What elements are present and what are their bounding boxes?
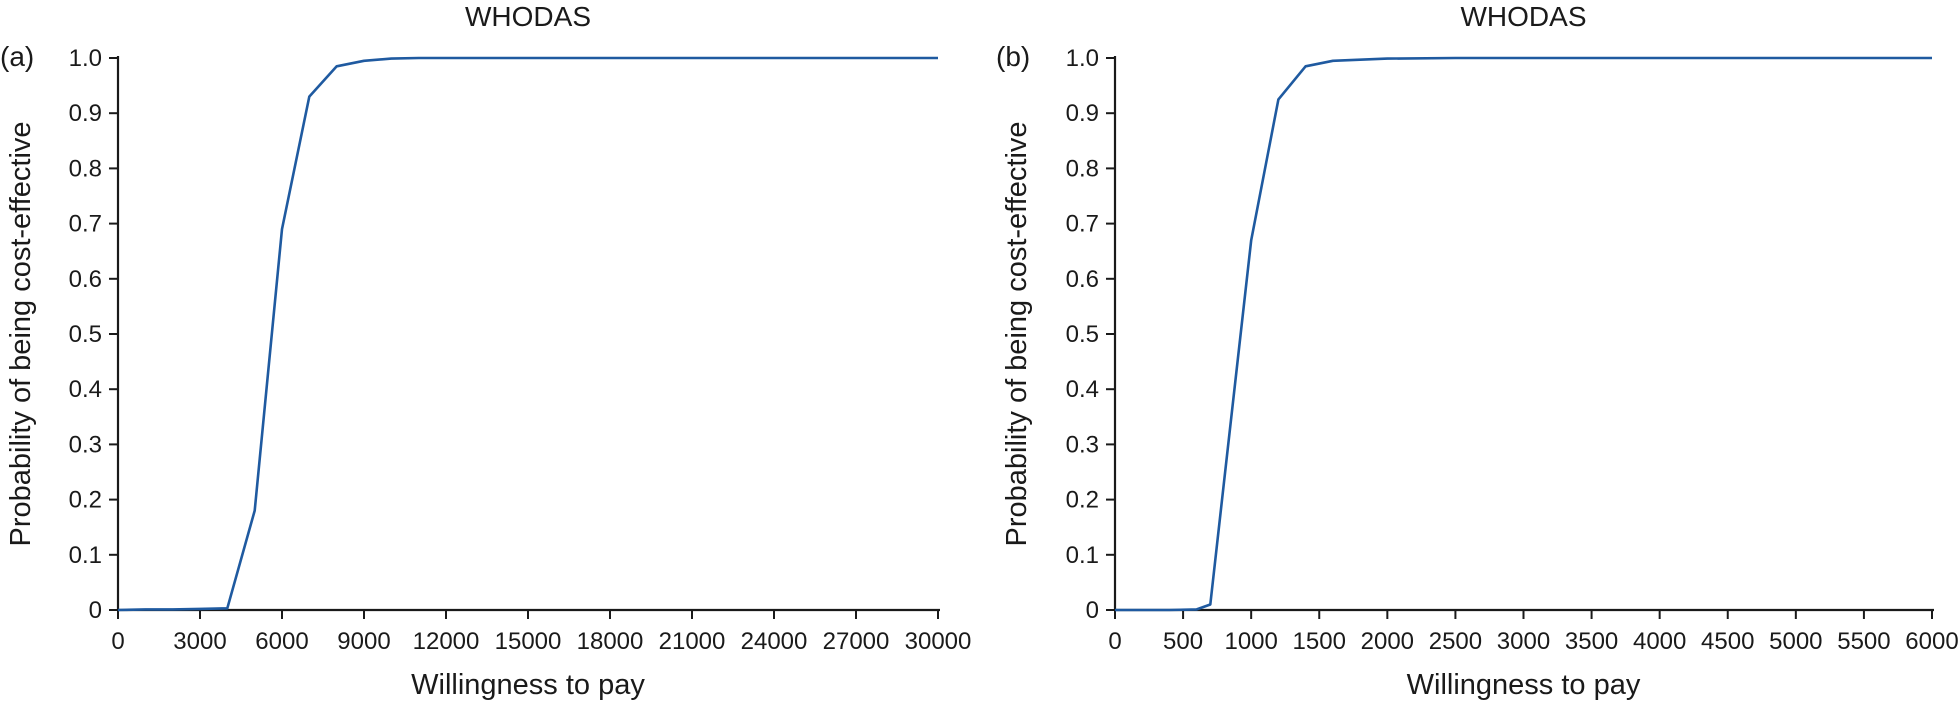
- y-tick-label: 0.3: [69, 431, 102, 458]
- panel-label: (a): [0, 41, 34, 72]
- y-tick-label: 0.9: [69, 100, 102, 127]
- y-tick-label: 0.7: [1066, 211, 1099, 238]
- x-tick-label: 15000: [495, 628, 562, 655]
- y-tick-label: 0.4: [69, 376, 102, 403]
- x-tick-label: 6000: [255, 628, 308, 655]
- y-tick-label: 0.5: [69, 321, 102, 348]
- y-tick-label: 1.0: [69, 45, 102, 72]
- x-tick-label: 0: [111, 628, 124, 655]
- y-tick-label: 0.3: [1066, 431, 1099, 458]
- x-tick-label: 5500: [1837, 628, 1890, 655]
- chart-title: WHODAS: [1461, 1, 1587, 32]
- panel-label: (b): [996, 41, 1030, 72]
- x-tick-label: 3000: [173, 628, 226, 655]
- y-tick-label: 0.4: [1066, 376, 1099, 403]
- x-axis-label: Willingness to pay: [411, 669, 645, 701]
- ceac-curve: [117, 56, 938, 612]
- ceac-curve: [1115, 56, 1932, 612]
- y-tick-label: 0.2: [69, 487, 102, 514]
- x-tick-label: 5000: [1769, 628, 1822, 655]
- x-tick-label: 4500: [1701, 628, 1754, 655]
- y-axis-label: Probability of being cost-effective: [5, 121, 37, 546]
- y-tick-label: 0.9: [1066, 100, 1099, 127]
- x-tick-label: 4000: [1633, 628, 1686, 655]
- y-tick-label: 0.1: [1066, 542, 1099, 569]
- y-tick-label: 0.5: [1066, 321, 1099, 348]
- x-axis-label: Willingness to pay: [1407, 669, 1641, 701]
- x-tick-label: 27000: [823, 628, 890, 655]
- x-tick-label: 2500: [1429, 628, 1482, 655]
- x-tick-label: 6000: [1905, 628, 1958, 655]
- x-tick-label: 1000: [1224, 628, 1277, 655]
- x-tick-label: 500: [1163, 628, 1203, 655]
- y-tick-label: 1.0: [1066, 45, 1099, 72]
- y-tick-label: 0.6: [1066, 266, 1099, 293]
- x-tick-label: 30000: [905, 628, 972, 655]
- y-tick-label: 0.8: [1066, 155, 1099, 182]
- panel-a: WHODAS (a) 0 0.1 0.2 0.3 0.4 0.5 0.6 0.7 0.8 0.9 1.0…: [0, 1, 971, 701]
- y-tick-label: 0.6: [69, 266, 102, 293]
- x-tick-label: 24000: [741, 628, 808, 655]
- x-tick-label: 3500: [1565, 628, 1618, 655]
- x-tick-label: 0: [1108, 628, 1121, 655]
- x-tick-label: 9000: [337, 628, 390, 655]
- chart-title: WHODAS: [465, 1, 591, 32]
- y-tick-label: 0.1: [69, 542, 102, 569]
- x-tick-label: 1500: [1293, 628, 1346, 655]
- y-tick-label: 0.8: [69, 155, 102, 182]
- y-tick-label: 0: [1086, 597, 1099, 624]
- x-tick-label: 2000: [1361, 628, 1414, 655]
- x-tick-label: 3000: [1497, 628, 1550, 655]
- y-tick-label: 0: [89, 597, 102, 624]
- x-tick-label: 18000: [577, 628, 644, 655]
- x-tick-label: 12000: [413, 628, 480, 655]
- y-tick-label: 0.2: [1066, 487, 1099, 514]
- y-axis-label: Probability of being cost-effective: [1001, 121, 1033, 546]
- y-tick-label: 0.7: [69, 211, 102, 238]
- x-tick-label: 21000: [659, 628, 726, 655]
- panel-b: WHODAS (b) 0 0.1 0.2 0.3 0.4 0.5 0.6 0.7 0.8 0.9 1.0…: [996, 1, 1959, 701]
